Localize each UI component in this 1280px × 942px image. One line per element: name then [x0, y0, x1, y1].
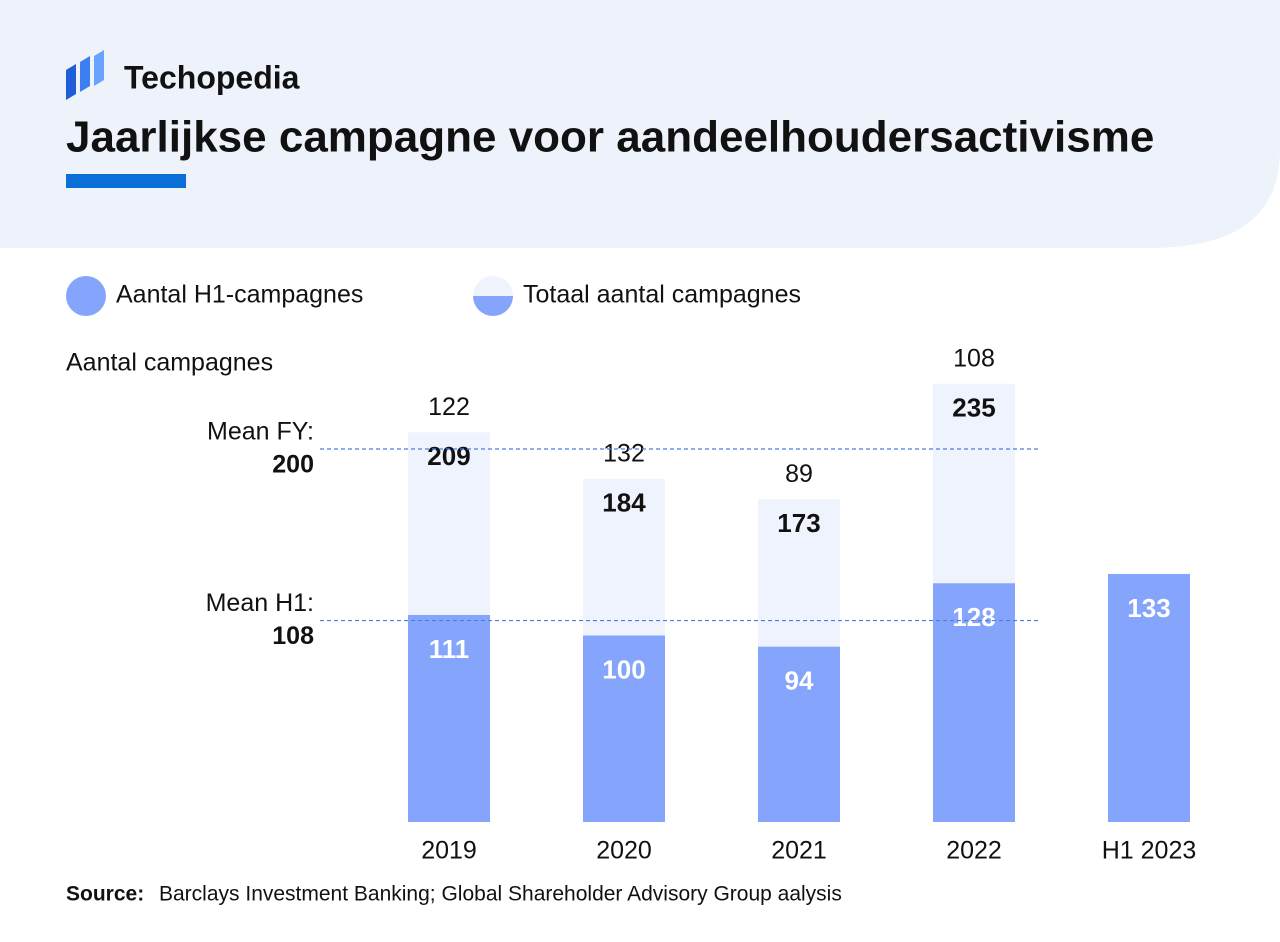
x-tick-label: 2022 [946, 837, 1002, 865]
legend-label: Totaal aantal campagnes [523, 281, 801, 309]
source-label: Source: [66, 883, 144, 906]
logo [66, 50, 104, 100]
bar [408, 614, 490, 822]
value-label: 184 [602, 488, 646, 518]
bar [758, 646, 840, 822]
x-tick-label: H1 2023 [1102, 837, 1197, 865]
legend-swatch [473, 276, 513, 316]
top-label: 89 [785, 460, 813, 488]
title-underline [66, 174, 186, 188]
value-label: 100 [602, 654, 645, 684]
reference-label: Mean H1: [206, 589, 314, 617]
top-label: 108 [953, 344, 995, 372]
legend-swatch [66, 276, 106, 316]
reference-label: Mean FY: [207, 418, 314, 446]
value-label: 173 [777, 508, 820, 538]
bar [583, 635, 665, 822]
value-label: 111 [429, 634, 470, 664]
brand: Techopedia [124, 59, 300, 95]
value-label: 235 [952, 393, 995, 423]
legend-label: Aantal H1-campagnes [116, 281, 363, 309]
x-tick-label: 2020 [596, 837, 652, 865]
value-label: 133 [1127, 593, 1170, 623]
reference-value: 200 [272, 451, 314, 479]
value-label: 209 [427, 441, 470, 471]
y-axis-label: Aantal campagnes [66, 349, 273, 377]
top-label: 122 [428, 393, 470, 421]
value-label: 94 [785, 666, 814, 696]
x-tick-label: 2019 [421, 837, 477, 865]
value-label: 128 [952, 602, 995, 632]
source: Barclays Investment Banking; Global Shar… [159, 883, 842, 906]
bar [1108, 573, 1190, 822]
bar [933, 583, 1015, 822]
top-label: 132 [603, 439, 645, 467]
reference-value: 108 [272, 622, 314, 650]
header-background [0, 0, 1280, 248]
x-tick-label: 2021 [771, 837, 827, 865]
chart-title: Jaarlijkse campagne voor aandeelhoudersa… [66, 113, 1154, 162]
